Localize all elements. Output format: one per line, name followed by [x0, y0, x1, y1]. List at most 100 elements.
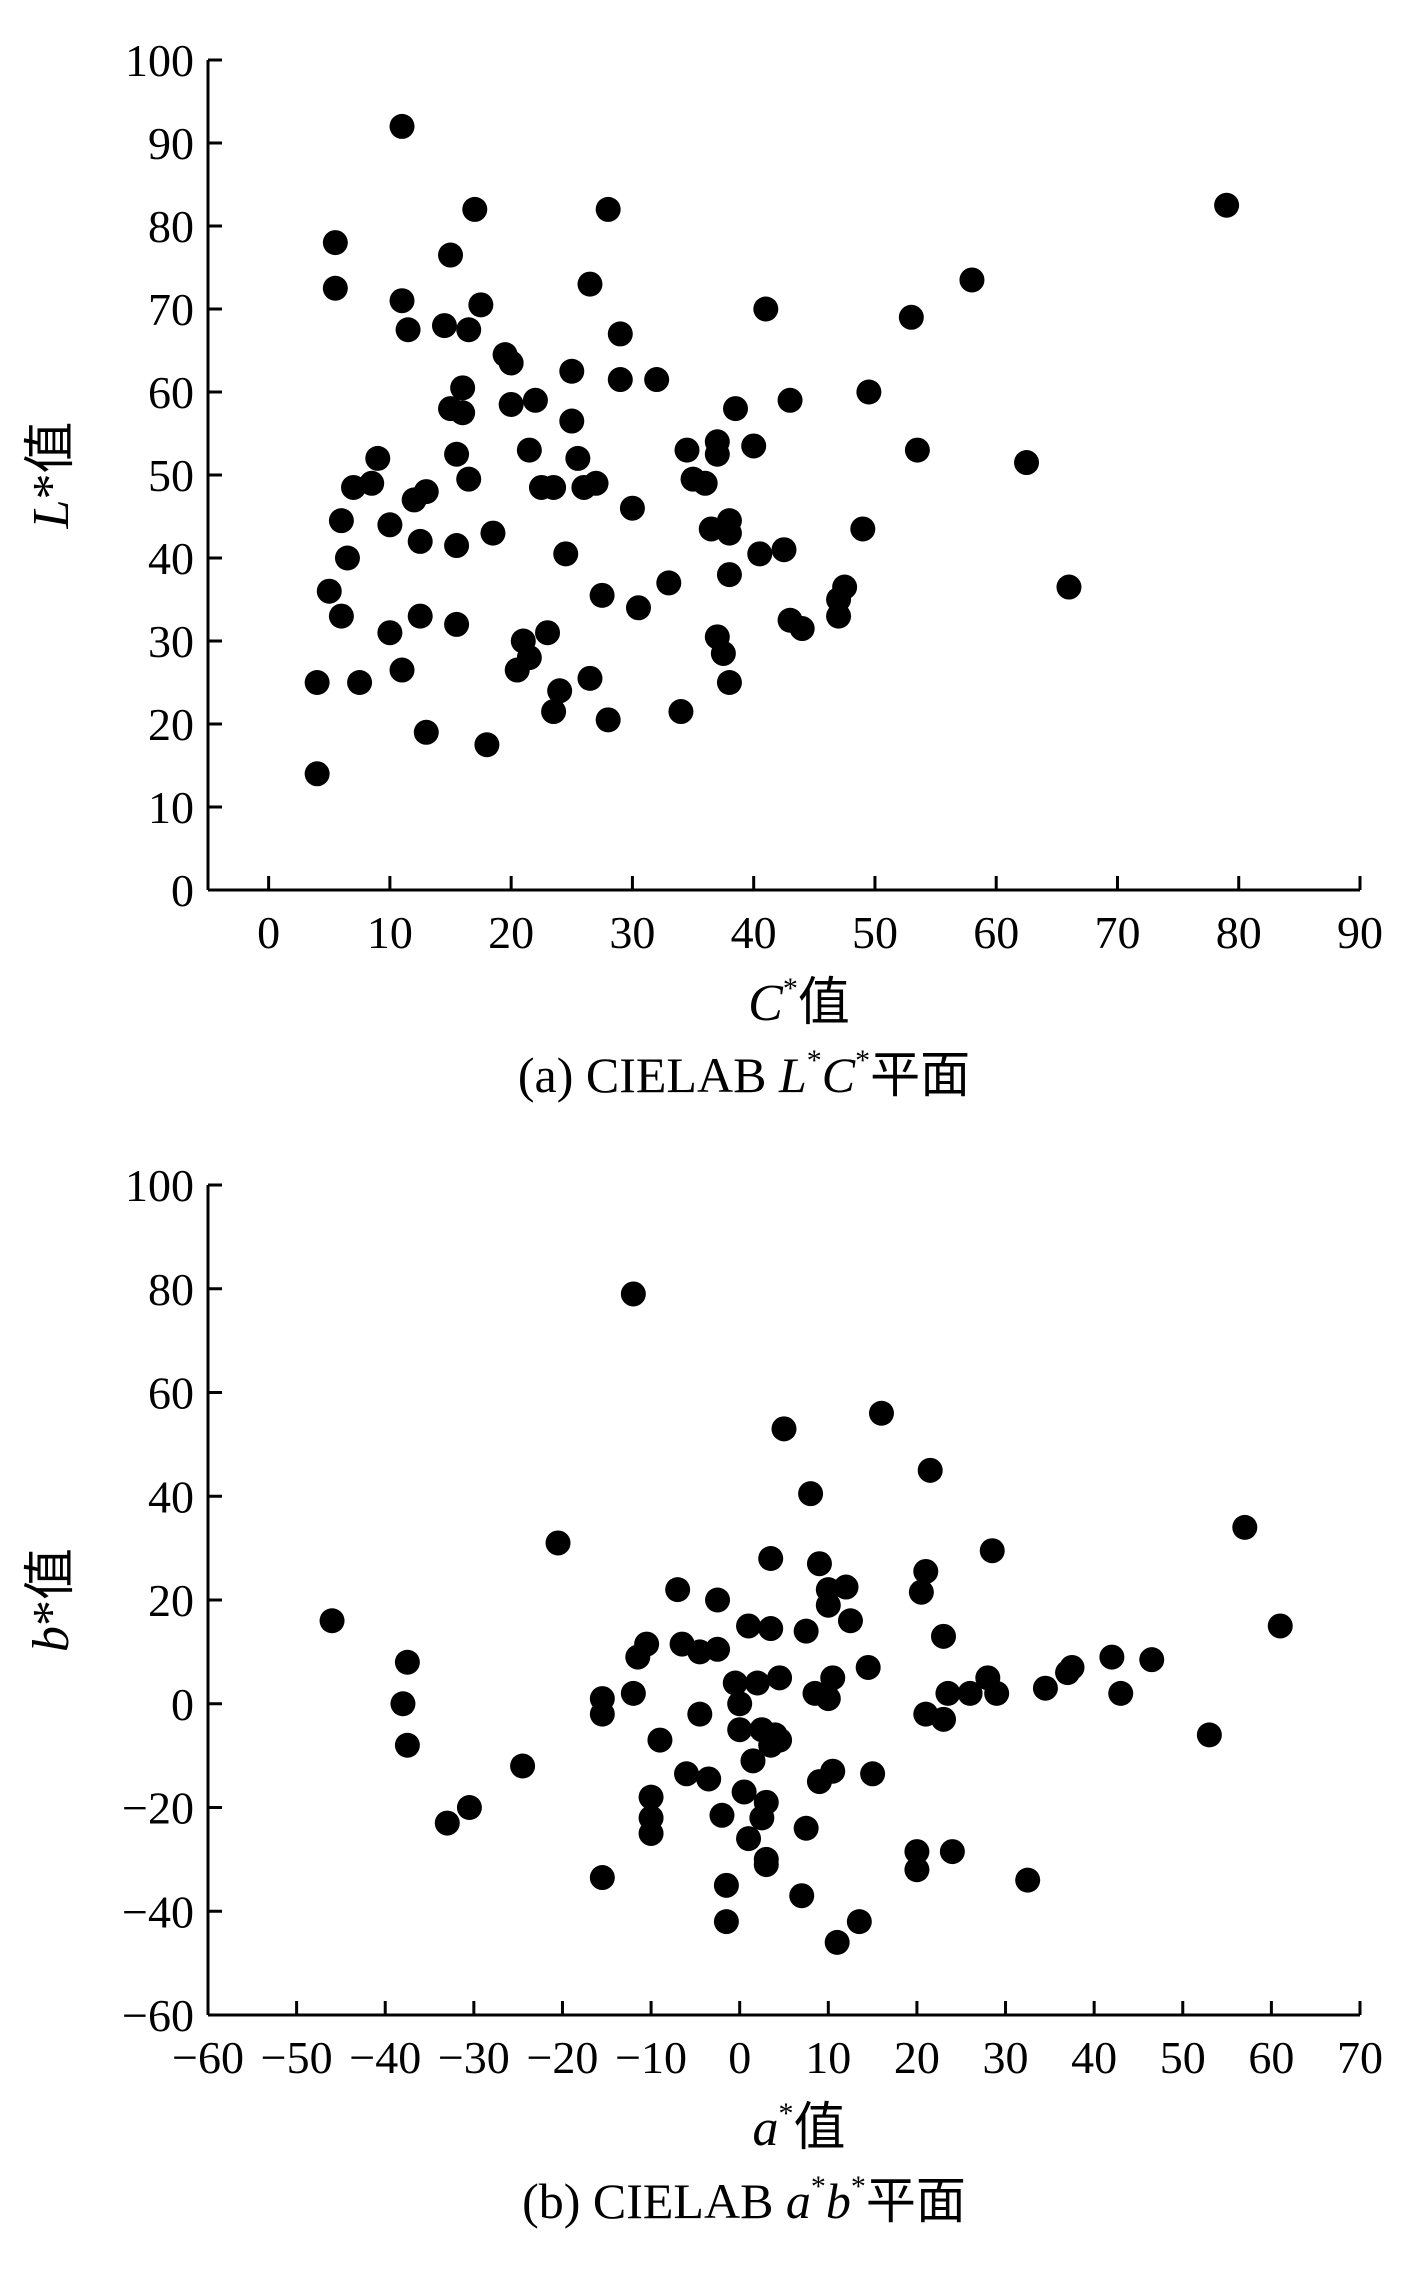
data-point: [1059, 1654, 1085, 1680]
data-point: [705, 1587, 731, 1613]
data-point: [468, 292, 494, 318]
data-point: [394, 1732, 420, 1758]
x-tick-label: −40: [349, 2032, 421, 2083]
data-point: [1196, 1722, 1222, 1748]
data-point: [798, 1481, 824, 1507]
data-point: [638, 1784, 664, 1810]
data-point: [731, 1779, 757, 1805]
x-tick-label: 40: [731, 907, 777, 958]
data-point: [665, 1577, 691, 1603]
data-point: [553, 541, 579, 567]
data-point: [753, 1789, 779, 1815]
data-point: [674, 1761, 700, 1787]
data-point: [917, 1457, 943, 1483]
data-point: [456, 466, 482, 492]
x-axis-label: a*值: [752, 2097, 845, 2157]
data-point: [744, 1670, 770, 1696]
data-point: [456, 1795, 482, 1820]
data-point: [522, 387, 548, 413]
data-point: [855, 1654, 881, 1680]
data-point: [832, 574, 858, 600]
data-point: [545, 1530, 571, 1556]
data-point: [334, 545, 360, 571]
data-point: [413, 479, 439, 505]
y-tick-label: −20: [122, 1783, 194, 1834]
data-point: [758, 1616, 784, 1642]
data-point: [898, 304, 924, 330]
data-point: [456, 317, 482, 343]
data-point: [668, 699, 694, 725]
y-tick-label: 90: [148, 118, 194, 169]
x-tick-label: −20: [526, 2032, 598, 2083]
data-point: [647, 1727, 673, 1753]
x-tick-label: 10: [805, 2032, 851, 2083]
data-point: [444, 611, 470, 637]
x-tick-label: 0: [728, 2032, 751, 2083]
data-point: [644, 367, 670, 393]
data-point: [1015, 1867, 1041, 1893]
y-axis-label: L*值: [23, 422, 80, 530]
data-point: [820, 1665, 846, 1691]
data-point: [607, 321, 633, 347]
data-point: [856, 379, 882, 405]
scatter-chart-1: 0 10 20 30 40 50 60 70 80 90 100 0 10 20 30 40 50 60 70 80 9…: [23, 35, 1383, 1103]
data-point: [359, 470, 385, 496]
data-point: [444, 441, 470, 467]
data-point: [850, 516, 876, 542]
data-point: [904, 1857, 930, 1883]
data-point: [793, 1815, 819, 1841]
y-tick-label: 0: [171, 1679, 194, 1730]
y-tick-label: 100: [125, 35, 194, 86]
data-point: [638, 1820, 664, 1846]
y-tick-label: 10: [148, 782, 194, 833]
data-point: [595, 196, 621, 222]
data-point: [407, 603, 433, 629]
data-point: [589, 582, 615, 608]
y-tick-label: −40: [122, 1886, 194, 1937]
data-point: [747, 541, 773, 567]
y-tick-label: −60: [122, 1990, 194, 2041]
data-point: [767, 1727, 793, 1753]
x-axis-label: C*值: [748, 972, 850, 1032]
data-point: [727, 1691, 753, 1717]
data-point: [979, 1538, 1005, 1564]
data-point: [438, 242, 464, 268]
data-point: [908, 1579, 934, 1605]
data-point: [789, 1883, 815, 1909]
y-tick-label: 40: [148, 533, 194, 584]
data-point: [931, 1706, 957, 1732]
data-point: [541, 474, 567, 500]
data-point: [541, 699, 567, 725]
x-tick-label: 30: [983, 2032, 1029, 2083]
data-point: [565, 445, 591, 471]
y-tick-label: 70: [148, 284, 194, 335]
data-point: [480, 520, 506, 546]
data-point: [620, 1281, 646, 1307]
data-point: [815, 1686, 841, 1712]
data-point: [1014, 450, 1040, 476]
data-point: [559, 358, 585, 384]
y-tick-label: 20: [148, 699, 194, 750]
data-point: [304, 670, 330, 695]
data-point: [535, 620, 561, 646]
data-point: [377, 620, 403, 646]
y-tick-label: 80: [148, 201, 194, 252]
x-tick-label: 90: [1337, 907, 1383, 958]
data-point: [395, 317, 421, 343]
data-point: [935, 1680, 961, 1706]
data-point: [705, 1636, 731, 1662]
x-tick-label: 50: [1160, 2032, 1206, 2083]
y-tick-label: 100: [125, 1160, 194, 1211]
y-tick-label: 0: [171, 865, 194, 916]
data-point: [931, 1623, 957, 1649]
data-point: [837, 1608, 863, 1634]
x-tick-label: 20: [894, 2032, 940, 2083]
data-point: [692, 470, 718, 496]
data-point: [656, 570, 682, 596]
chart-caption: (a) CIELAB L*C*平面: [518, 1044, 970, 1103]
data-point: [498, 350, 524, 376]
x-tick-label: 20: [488, 907, 534, 958]
data-point: [547, 678, 573, 704]
data-point: [328, 603, 354, 629]
data-point: [1232, 1514, 1258, 1540]
